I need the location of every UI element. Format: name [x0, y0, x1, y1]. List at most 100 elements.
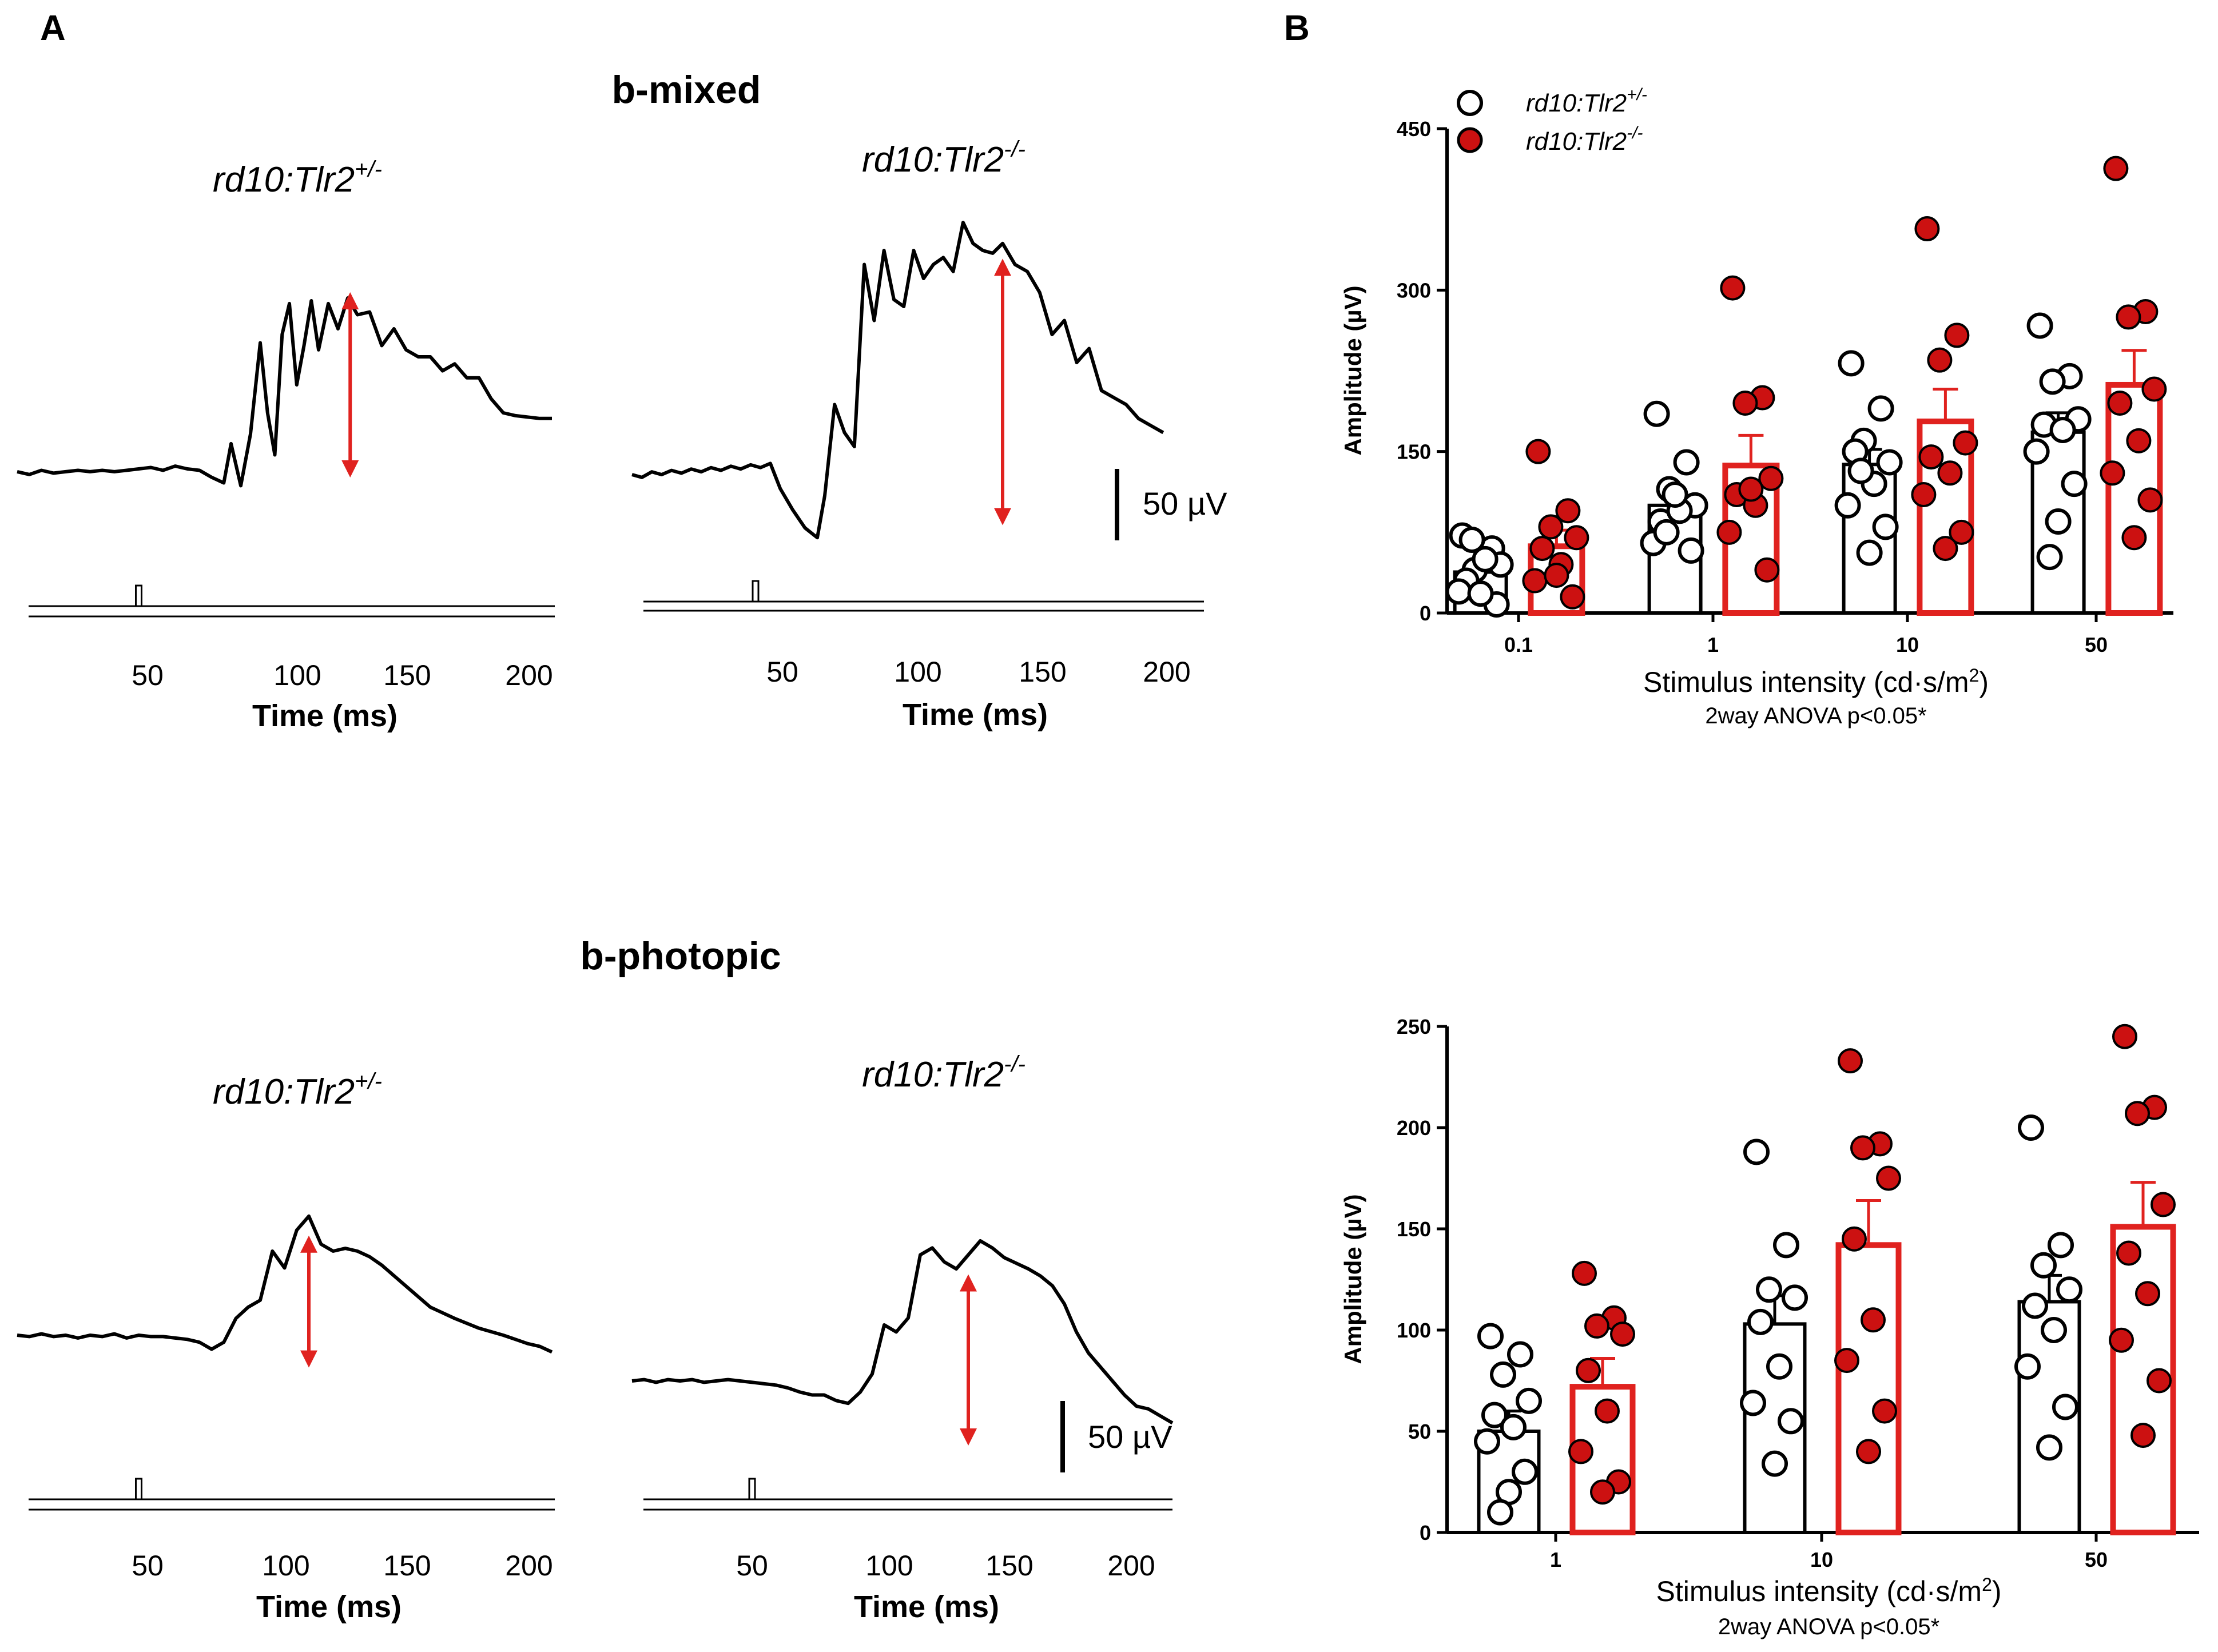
tick-label: 150 [985, 1550, 1033, 1582]
trace-axis-photopic-het: 50 100 150 200 Time (ms) [132, 1550, 553, 1624]
tick-label: 100 [273, 659, 321, 691]
data-point [1610, 1321, 1635, 1347]
trace-axis-mixed-ko: 50 100 150 200 Time (ms) [766, 656, 1191, 732]
panel-b-label: B [1284, 9, 1310, 48]
y-tick-label: 0 [1420, 602, 1431, 625]
x-tick-label: 50 [2085, 633, 2108, 656]
data-point [2126, 428, 2152, 453]
tick-label: 150 [1019, 656, 1066, 688]
data-point [2048, 1232, 2074, 1259]
y-tick-label: 100 [1397, 1319, 1431, 1342]
trace-label-mixed-ko: rd10:Tlr2-/- [862, 137, 1025, 180]
data-point [2141, 376, 2167, 402]
trace-axis-mixed-het: 50 100 150 200 Time (ms) [132, 659, 553, 733]
data-point [2125, 1101, 2150, 1126]
stimulus-pulse [135, 1478, 142, 1500]
data-point [1538, 514, 1564, 540]
data-point [1762, 1450, 1788, 1477]
legend-label-ko: rd10:Tlr2-/- [1526, 124, 1643, 156]
data-point [1678, 537, 1704, 564]
data-point [1740, 1390, 1766, 1416]
data-point [1834, 1348, 1859, 1374]
data-point [1595, 1398, 1620, 1424]
erg-waveform [631, 1239, 1174, 1425]
data-point [2100, 460, 2125, 486]
data-point [2023, 438, 2050, 465]
data-point [1564, 525, 1589, 551]
data-point [1590, 1479, 1615, 1505]
section-title-mixed: b-mixed [612, 68, 761, 112]
data-point [1568, 1439, 1593, 1464]
bar-chart-mixed: 0 150 300 450 Amplitude (µV) 0.1 1 10 50 Stimulus… [1339, 117, 2173, 729]
erg-trace-mixed-het [17, 292, 555, 618]
data-point [2030, 1252, 2057, 1279]
data-point [1778, 1408, 1804, 1435]
bar [2110, 1224, 2176, 1535]
legend-marker-open [1457, 90, 1483, 116]
data-point [1732, 390, 1758, 416]
data-point [1572, 1260, 1597, 1286]
x-tick-label: 50 [2085, 1548, 2108, 1571]
data-point [2036, 544, 2063, 571]
x-axis-label: Stimulus intensity (cd·s/m2) [1656, 1574, 2001, 1607]
data-point [1516, 1387, 1542, 1414]
trace-x-axis-title: Time (ms) [854, 1590, 999, 1624]
data-point [1842, 1226, 1867, 1252]
tick-label: 100 [894, 656, 941, 688]
data-point [1490, 1361, 1516, 1388]
anova-annotation: 2way ANOVA p<0.05* [1718, 1614, 1939, 1639]
data-point [2041, 1317, 2067, 1343]
y-tick-label: 50 [1408, 1420, 1431, 1443]
data-point [2018, 1114, 2044, 1141]
y-tick-label: 250 [1397, 1015, 1431, 1038]
scale-bar-label-mixed: 50 µV [1143, 485, 1227, 522]
stimulus-pulse [748, 1478, 756, 1500]
panel-a-label: A [40, 9, 66, 48]
data-point [1872, 513, 1899, 540]
data-point [1856, 539, 1883, 566]
x-tick-label: 10 [1896, 633, 1919, 656]
data-point [2137, 487, 2163, 513]
data-point [1937, 460, 1963, 486]
data-point [1850, 1135, 1875, 1161]
data-point [1861, 1307, 1886, 1333]
erg-trace-photopic-het [17, 1214, 555, 1511]
x-tick-label: 10 [1810, 1548, 1833, 1571]
x-tick-label: 1 [1550, 1548, 1561, 1571]
data-point [1856, 1439, 1881, 1464]
trace-axis-photopic-ko: 50 100 150 200 Time (ms) [736, 1550, 1155, 1624]
data-point [1445, 578, 1472, 605]
data-point [1584, 1313, 1609, 1339]
x-tick-label: 0.1 [1504, 633, 1533, 656]
data-point [1944, 323, 1970, 348]
legend-marker-filled [1457, 127, 1483, 153]
y-tick-label: 300 [1397, 278, 1431, 302]
anova-annotation: 2way ANOVA p<0.05* [1705, 703, 1926, 729]
data-point [2121, 525, 2147, 551]
data-point [1576, 1358, 1601, 1383]
data-point [1458, 527, 1485, 554]
data-point [1743, 1139, 1770, 1165]
data-point [2036, 1434, 2062, 1461]
data-point [2014, 1353, 2041, 1380]
tick-label: 100 [865, 1550, 913, 1582]
data-point [1529, 536, 1555, 562]
data-point [2135, 1281, 2160, 1307]
bar [1835, 1242, 1902, 1536]
data-point [1481, 1402, 1508, 1428]
tick-label: 50 [132, 1550, 164, 1582]
y-tick-label: 150 [1397, 440, 1431, 464]
data-point [1876, 449, 1903, 476]
data-point [2022, 1292, 2048, 1319]
data-point [1927, 347, 1953, 373]
erg-waveform [17, 1214, 553, 1354]
bar [1743, 1322, 1807, 1534]
data-point [2109, 1327, 2134, 1353]
bar [1917, 418, 1974, 616]
x-axis-label: Stimulus intensity (cd·s/m2) [1643, 665, 1989, 698]
data-point [2112, 1024, 2137, 1049]
tick-label: 150 [383, 1550, 431, 1582]
data-point [1782, 1284, 1808, 1311]
tick-label: 150 [383, 659, 431, 691]
